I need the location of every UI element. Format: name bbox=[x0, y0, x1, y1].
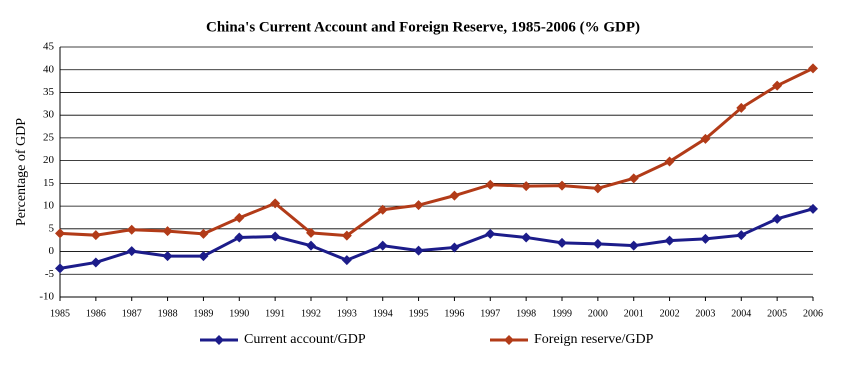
point bbox=[90, 257, 101, 268]
y-tick-label: 10 bbox=[43, 200, 55, 212]
point bbox=[270, 198, 281, 209]
x-tick-label: 1999 bbox=[552, 308, 572, 319]
x-tick-label: 1989 bbox=[193, 308, 213, 319]
y-axis-label: Percentage of GDP bbox=[14, 118, 29, 226]
point bbox=[700, 233, 711, 244]
point bbox=[341, 255, 352, 266]
x-tick-label: 1993 bbox=[337, 308, 357, 319]
x-tick-label: 1997 bbox=[480, 308, 500, 319]
chart-title: China's Current Account and Foreign Rese… bbox=[206, 19, 640, 35]
point bbox=[628, 173, 639, 184]
point bbox=[808, 203, 818, 214]
point bbox=[485, 228, 496, 239]
y-tick-label: 45 bbox=[43, 41, 55, 53]
point bbox=[700, 133, 711, 144]
x-tick-label: 1985 bbox=[50, 308, 70, 319]
point bbox=[413, 245, 424, 256]
point bbox=[126, 224, 137, 235]
point bbox=[449, 190, 460, 201]
x-tick-label: 2001 bbox=[624, 308, 644, 319]
x-tick-label: 2000 bbox=[588, 308, 608, 319]
legend-marker bbox=[214, 335, 224, 345]
x-tick-label: 1995 bbox=[409, 308, 429, 319]
x-tick-label: 1988 bbox=[158, 308, 178, 319]
point bbox=[377, 240, 388, 251]
y-tick-label: 15 bbox=[43, 177, 55, 189]
legend-label: Current account/GDP bbox=[244, 332, 366, 347]
x-tick-label: 2006 bbox=[803, 308, 823, 319]
point bbox=[736, 230, 747, 241]
x-tick-label: 1994 bbox=[373, 308, 393, 319]
x-tick-label: 2005 bbox=[767, 308, 787, 319]
point bbox=[485, 179, 496, 190]
y-tick-label: 35 bbox=[43, 86, 55, 98]
point bbox=[198, 251, 209, 262]
point bbox=[234, 232, 245, 243]
point bbox=[772, 80, 783, 91]
y-tick-label: 25 bbox=[43, 131, 55, 143]
y-tick-label: 20 bbox=[43, 154, 55, 166]
x-tick-label: 1991 bbox=[265, 308, 285, 319]
point bbox=[592, 238, 603, 249]
point bbox=[772, 213, 783, 224]
point bbox=[413, 200, 424, 211]
point bbox=[55, 228, 65, 239]
point bbox=[664, 156, 675, 167]
series-line bbox=[59, 207, 814, 270]
point bbox=[557, 237, 567, 248]
y-tick-label: 0 bbox=[49, 245, 55, 257]
y-tick-label: 30 bbox=[43, 109, 55, 121]
x-tick-label: 1992 bbox=[301, 308, 321, 319]
legend-marker bbox=[504, 335, 514, 345]
x-tick-label: 1996 bbox=[444, 308, 464, 319]
point bbox=[162, 251, 173, 262]
x-tick-label: 1990 bbox=[229, 308, 249, 319]
point bbox=[162, 226, 173, 237]
point bbox=[592, 183, 603, 194]
point bbox=[306, 227, 316, 238]
point bbox=[341, 230, 352, 241]
x-tick-label: 1998 bbox=[516, 308, 536, 319]
point bbox=[270, 231, 281, 242]
legend-label: Foreign reserve/GDP bbox=[534, 332, 654, 347]
x-tick-label: 2004 bbox=[731, 308, 751, 319]
point bbox=[55, 263, 65, 274]
point bbox=[449, 242, 460, 253]
point bbox=[234, 212, 245, 223]
x-tick-label: 2002 bbox=[660, 308, 680, 319]
y-tick-label: -10 bbox=[39, 291, 54, 303]
point bbox=[557, 180, 567, 191]
x-tick-label: 2003 bbox=[695, 308, 715, 319]
point bbox=[808, 63, 818, 74]
point bbox=[306, 240, 316, 251]
series-line bbox=[59, 67, 814, 238]
point bbox=[198, 228, 209, 239]
point bbox=[521, 232, 532, 243]
point bbox=[90, 230, 101, 241]
point bbox=[736, 102, 747, 113]
x-tick-label: 1987 bbox=[122, 308, 142, 319]
point bbox=[664, 235, 675, 246]
point bbox=[628, 240, 639, 251]
x-tick-label: 1986 bbox=[86, 308, 106, 319]
point bbox=[377, 204, 388, 215]
point bbox=[126, 246, 137, 257]
y-tick-label: 40 bbox=[43, 63, 55, 75]
point bbox=[521, 181, 532, 192]
y-tick-label: -5 bbox=[45, 268, 55, 280]
y-tick-label: 5 bbox=[49, 222, 55, 234]
